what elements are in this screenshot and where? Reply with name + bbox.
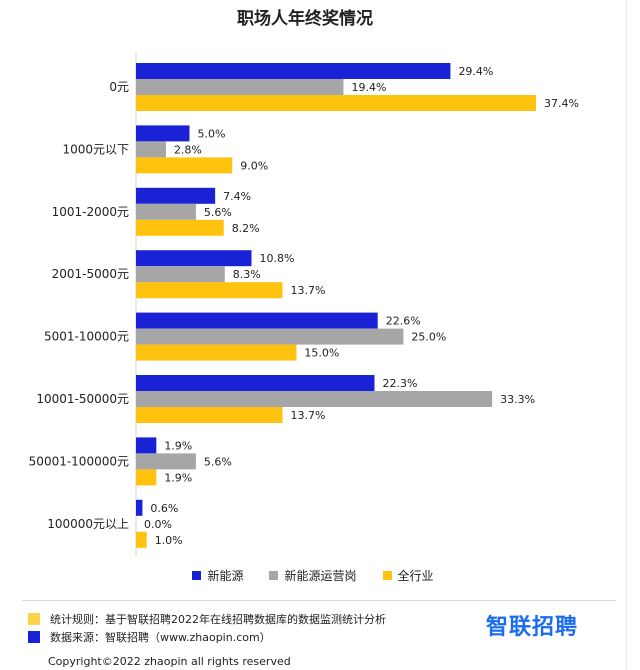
legend-item-series-2: 全行业 [382,567,434,584]
category-label: 10001-50000元 [36,392,129,406]
bar-series-0 [136,499,143,516]
bar-series-2 [136,282,283,299]
data-label-series-0: 29.4% [458,65,493,78]
data-label-series-0: 5.0% [197,127,225,140]
data-label-series-2: 1.0% [155,534,183,547]
page-edge [626,0,627,670]
bar-series-1 [136,203,196,220]
bar-series-1 [136,391,493,407]
bar-series-0 [136,125,190,142]
bar-series-2 [136,344,297,361]
data-label-series-1: 5.6% [204,206,232,219]
note-square-icon [28,613,40,625]
footer-divider [22,600,616,601]
category-label: 0元 [109,80,129,94]
data-label-series-2: 13.7% [291,284,326,297]
bar-series-1 [136,328,404,345]
bar-chart: 0元 29.4% 19.4% 37.4% 1000元以下 5.0% 2.8% 9.0% 1001… [29,52,579,556]
category-label: 5001-10000元 [44,330,129,344]
bar-series-2 [136,95,536,111]
copyright-text: Copyright©2022 zhaopin all rights reserv… [48,655,291,668]
bar-series-0 [136,437,157,454]
data-label-series-2: 1.9% [164,471,192,484]
bar-series-1 [136,266,225,283]
category-label: 1000元以下 [62,142,129,156]
bar-series-0 [136,312,378,329]
data-label-series-1: 33.3% [500,393,535,406]
bar-series-1 [136,141,166,158]
bar-series-2 [136,531,147,548]
bar-series-2 [136,219,224,236]
bar-series-0 [136,187,216,204]
data-label-series-1: 0.0% [144,518,172,531]
legend-label-series-1: 新能源运营岗 [284,569,357,583]
data-label-series-1: 5.6% [204,455,232,468]
data-label-series-0: 22.3% [383,377,418,390]
note-text: 统计规则：基于智联招聘2022年在线招聘数据库的数据监测统计分析 [50,613,386,626]
legend-swatch-series-1 [269,571,279,580]
bar-series-1 [136,79,344,95]
data-label-series-1: 8.3% [233,268,261,281]
bar-series-0 [136,63,451,79]
category-label: 1001-2000元 [52,205,129,219]
legend-label-series-0: 新能源 [207,569,244,583]
data-label-series-1: 2.8% [174,143,202,156]
legend-label-series-2: 全行业 [397,569,434,583]
data-label-series-2: 8.2% [232,222,260,235]
data-label-series-0: 22.6% [386,315,421,328]
legend-swatch-series-2 [382,571,392,580]
category-label: 2001-5000元 [52,267,129,281]
bar-series-0 [136,250,252,267]
bar-series-2 [136,407,283,423]
data-label-series-0: 0.6% [150,502,178,515]
legend-item-series-0: 新能源 [192,567,243,584]
data-label-series-2: 9.0% [240,159,268,172]
bar-series-0 [136,375,375,391]
bar-series-2 [136,157,233,174]
bar-series-1 [136,453,196,470]
data-label-series-1: 19.4% [351,81,386,94]
data-label-series-2: 13.7% [291,409,326,422]
note-square-icon [28,631,40,643]
category-label: 100000元以上 [47,517,129,531]
legend: 新能源 新能源运营岗 全行业 [0,567,626,584]
chart-title: 职场人年终奖情况 [237,9,373,29]
note-text: 数据来源：智联招聘（www.zhaopin.com） [50,631,271,644]
data-label-series-2: 15.0% [304,347,339,360]
data-label-series-0: 7.4% [223,190,251,203]
legend-swatch-series-0 [192,571,202,580]
data-label-series-0: 10.8% [260,252,295,265]
data-label-series-0: 1.9% [164,439,192,452]
note-statistics-rule: 统计规则：基于智联招聘2022年在线招聘数据库的数据监测统计分析 [28,611,386,627]
category-label: 50001-100000元 [29,454,129,468]
data-label-series-1: 25.0% [411,331,446,344]
note-data-source: 数据来源：智联招聘（www.zhaopin.com） [28,629,271,645]
legend-item-series-1: 新能源运营岗 [269,567,357,584]
data-label-series-2: 37.4% [544,97,579,110]
brand-logo: 智联招聘 [486,615,579,640]
bar-series-2 [136,469,157,486]
